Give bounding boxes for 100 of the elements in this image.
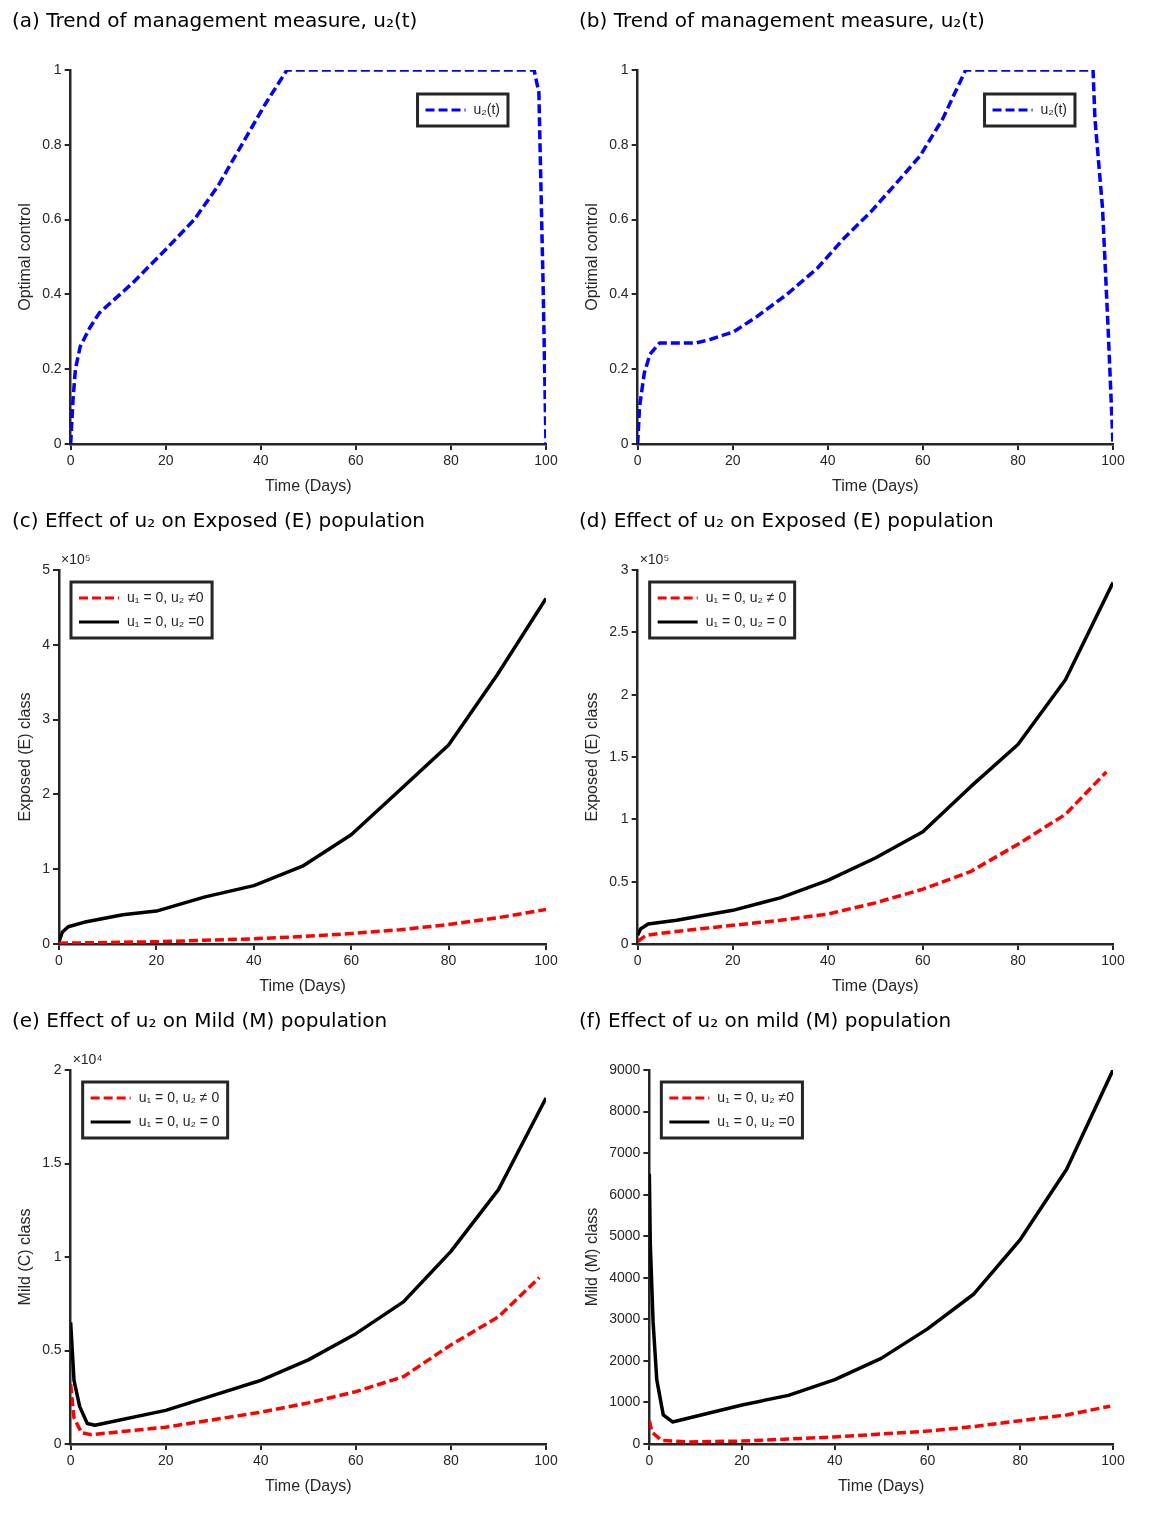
x-tick-label: 40 [820, 952, 836, 969]
x-tick-label: 100 [1101, 1452, 1125, 1469]
line-series [637, 770, 1109, 944]
x-tick-label: 100 [534, 452, 558, 469]
y-tick-label: 1 [53, 1247, 62, 1264]
text: ×10⁵ [60, 550, 91, 567]
chart-title: (c) Effect of u₂ on Exposed (E) population [11, 508, 427, 534]
legend-label: u₁ = 0, u₂ ≠ 0 [138, 1088, 220, 1105]
x-tick-label: 20 [724, 952, 741, 969]
legend-label: u₁ = 0, u₂ = 0 [705, 612, 787, 629]
y-tick-label: 1 [53, 60, 62, 77]
y-tick-label: 3 [620, 560, 629, 577]
x-tick-label: 80 [1010, 452, 1026, 469]
chart-title: (e) Effect of u₂ on Mild (M) population [11, 1008, 389, 1034]
y-tick-label: 0.2 [609, 360, 629, 377]
legend-label: u₁ = 0, u₂ = 0 [138, 1112, 220, 1129]
x-tick-label: 40 [820, 452, 836, 469]
y-tick-label: 1 [42, 860, 51, 877]
legend-label: u₁ = 0, u₂ ≠ 0 [705, 588, 787, 605]
x-axis-title: Time (Days) [832, 476, 919, 494]
x-tick-label: 60 [348, 1452, 364, 1469]
y-tick-label: 3 [42, 710, 51, 727]
x-tick-label: 80 [1012, 1452, 1029, 1469]
chart-title: (d) Effect of u₂ on Exposed (E) population [578, 508, 995, 534]
y-tick-label: 6000 [609, 1185, 641, 1202]
y-tick-label: 0 [53, 434, 62, 451]
x-tick-label: 40 [827, 1452, 843, 1469]
y-tick-label: 0.2 [42, 360, 62, 377]
y-tick-label: 1 [620, 60, 629, 77]
legend-label: u₁ = 0, u₂ ≠0 [717, 1088, 795, 1105]
x-tick-label: 60 [343, 952, 360, 969]
chart-title: (a) Trend of management measure, u₂(t) [11, 8, 419, 34]
x-tick-label: 60 [348, 452, 364, 469]
y-tick-label: 2.5 [609, 623, 629, 640]
x-axis-title: Time (Days) [832, 976, 919, 994]
y-tick-label: 0 [42, 934, 51, 951]
y-axis-title: Exposed (E) class [583, 692, 601, 822]
x-tick-label: 40 [253, 1452, 269, 1469]
y-tick-label: 0.6 [609, 210, 629, 227]
y-tick-label: 2 [42, 785, 51, 802]
x-tick-label: 100 [534, 952, 558, 969]
chart-title: (b) Trend of management measure, u₂(t) [578, 8, 986, 34]
y-tick-label: 8000 [609, 1102, 641, 1119]
x-tick-label: 20 [724, 452, 741, 469]
y-tick-label: 0.8 [609, 135, 629, 152]
y-tick-label: 3000 [609, 1310, 641, 1327]
x-tick-label: 0 [66, 1452, 75, 1469]
chart-title: (f) Effect of u₂ on mild (M) population [578, 1008, 953, 1034]
x-axis-title: Time (Days) [259, 976, 346, 994]
x-tick-label: 80 [1010, 952, 1026, 969]
y-tick-label: 5000 [609, 1227, 641, 1244]
y-tick-label: 0 [632, 1434, 641, 1451]
y-tick-label: 0 [53, 1434, 62, 1451]
y-tick-label: 0.4 [609, 285, 629, 302]
legend-label: u₁ = 0, u₂ ≠0 [126, 588, 204, 605]
y-tick-label: 4000 [609, 1268, 641, 1285]
x-tick-label: 60 [915, 952, 931, 969]
x-tick-label: 20 [157, 1452, 174, 1469]
y-tick-label: 2000 [609, 1351, 641, 1368]
line-series [70, 1275, 542, 1437]
legend-label: u₁ = 0, u₂ =0 [717, 1112, 795, 1129]
y-axis-title: Exposed (E) class [16, 692, 34, 822]
x-tick-label: 100 [534, 1452, 558, 1469]
text: ×10⁴ [72, 1050, 103, 1067]
y-tick-label: 0.5 [42, 1341, 62, 1358]
legend-label: u₂(t) [473, 100, 500, 117]
y-axis-title: Optimal control [16, 203, 34, 311]
y-tick-label: 2 [53, 1060, 62, 1077]
x-axis-title: Time (Days) [265, 1476, 352, 1494]
x-tick-label: 0 [66, 452, 75, 469]
x-tick-label: 60 [915, 452, 931, 469]
y-axis-title: Optimal control [583, 203, 601, 311]
x-tick-label: 60 [919, 1452, 936, 1469]
x-tick-label: 100 [1101, 952, 1125, 969]
y-tick-label: 1.5 [42, 1154, 62, 1171]
legend-label: u₂(t) [1040, 100, 1067, 117]
y-tick-label: 5 [42, 560, 51, 577]
x-tick-label: 20 [734, 1452, 751, 1469]
x-tick-label: 40 [246, 952, 262, 969]
y-axis-title: Mild (C) class [16, 1208, 34, 1306]
x-tick-label: 20 [157, 452, 174, 469]
y-tick-label: 0.5 [609, 872, 629, 889]
y-tick-label: 0.8 [42, 135, 62, 152]
x-tick-label: 40 [253, 452, 269, 469]
y-tick-label: 2 [620, 685, 629, 702]
x-axis-title: Time (Days) [837, 1476, 925, 1494]
y-tick-label: 1.5 [609, 747, 629, 764]
y-tick-label: 7000 [609, 1143, 641, 1160]
y-tick-label: 0.4 [42, 285, 62, 302]
x-tick-label: 80 [443, 1452, 459, 1469]
y-tick-label: 0 [620, 934, 629, 951]
y-tick-label: 4 [42, 635, 51, 652]
x-tick-label: 0 [645, 1452, 654, 1469]
y-tick-label: 9000 [609, 1060, 641, 1077]
x-tick-label: 80 [440, 952, 457, 969]
text: ×10⁵ [639, 550, 670, 567]
y-tick-label: 0 [620, 434, 629, 451]
legend-label: u₁ = 0, u₂ =0 [126, 612, 205, 629]
x-tick-label: 80 [443, 452, 459, 469]
y-axis-title: Mild (M) class [583, 1207, 601, 1307]
